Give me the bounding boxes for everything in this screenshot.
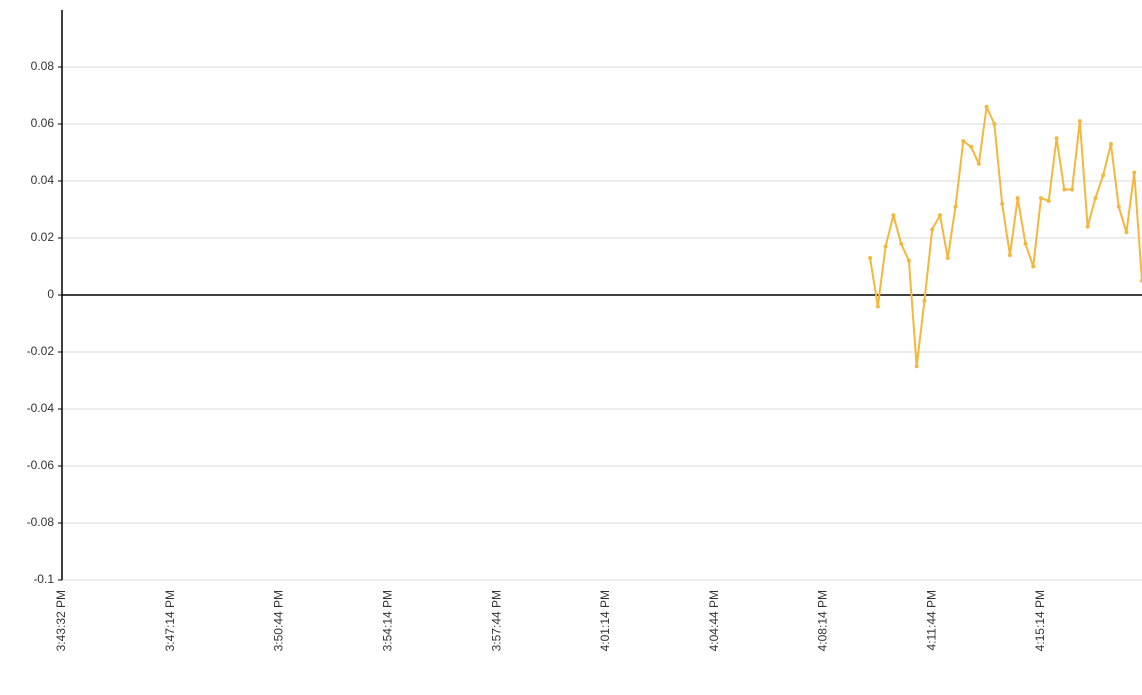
data-point <box>1124 230 1129 235</box>
y-tick-label: -0.04 <box>27 401 55 415</box>
y-tick-label: -0.02 <box>27 344 55 358</box>
y-tick-label: -0.08 <box>27 515 55 529</box>
y-tick-label: -0.1 <box>33 572 54 586</box>
data-point <box>1038 196 1043 201</box>
x-tick-label: 3:57:44 PM <box>489 590 503 651</box>
x-tick-label: 4:04:44 PM <box>707 590 721 651</box>
x-tick-label: 3:47:14 PM <box>163 590 177 651</box>
data-point <box>1062 187 1067 192</box>
data-point <box>1023 241 1028 246</box>
data-point <box>1070 187 1075 192</box>
y-tick-label: 0.06 <box>31 116 55 130</box>
x-tick-label: 4:08:14 PM <box>816 590 830 651</box>
data-point <box>1031 264 1036 269</box>
data-point <box>899 241 904 246</box>
data-point <box>961 139 966 144</box>
data-point <box>922 298 927 303</box>
data-point <box>992 122 997 126</box>
x-tick-label: 4:11:44 PM <box>924 590 938 650</box>
data-point <box>1046 198 1051 203</box>
data-point <box>891 213 896 218</box>
data-point <box>1108 141 1113 146</box>
data-point <box>945 255 950 260</box>
y-tick-label: 0.04 <box>31 173 55 187</box>
data-point <box>984 104 989 109</box>
data-point <box>1015 196 1020 201</box>
data-point <box>937 213 942 218</box>
data-point <box>953 204 958 209</box>
data-point <box>1054 136 1059 141</box>
data-point <box>1116 204 1121 209</box>
data-point <box>868 255 873 260</box>
x-tick-label: 3:54:14 PM <box>381 590 395 651</box>
x-tick-label: 3:50:44 PM <box>272 590 286 651</box>
data-point <box>914 364 919 369</box>
data-point <box>1007 253 1012 258</box>
data-point <box>1085 224 1090 229</box>
data-point <box>883 244 888 249</box>
data-point <box>1077 119 1082 124</box>
data-point <box>1000 201 1005 206</box>
x-tick-label: 4:15:14 PM <box>1033 590 1047 651</box>
data-point <box>875 304 880 309</box>
series-line <box>869 105 1142 368</box>
data-point <box>1101 173 1106 178</box>
data-point <box>976 161 981 166</box>
y-tick-label: 0.02 <box>31 230 55 244</box>
y-tick-label: 0 <box>47 287 54 301</box>
y-tick-label: 0.08 <box>31 59 55 73</box>
x-tick-label: 4:01:14 PM <box>598 590 612 651</box>
x-tick-label: 3:43:32 PM <box>54 590 68 651</box>
data-point <box>1093 196 1098 201</box>
data-point <box>1132 170 1137 175</box>
data-point <box>969 144 974 149</box>
y-tick-label: -0.06 <box>27 458 55 472</box>
data-point <box>906 258 911 263</box>
data-point <box>930 227 935 232</box>
